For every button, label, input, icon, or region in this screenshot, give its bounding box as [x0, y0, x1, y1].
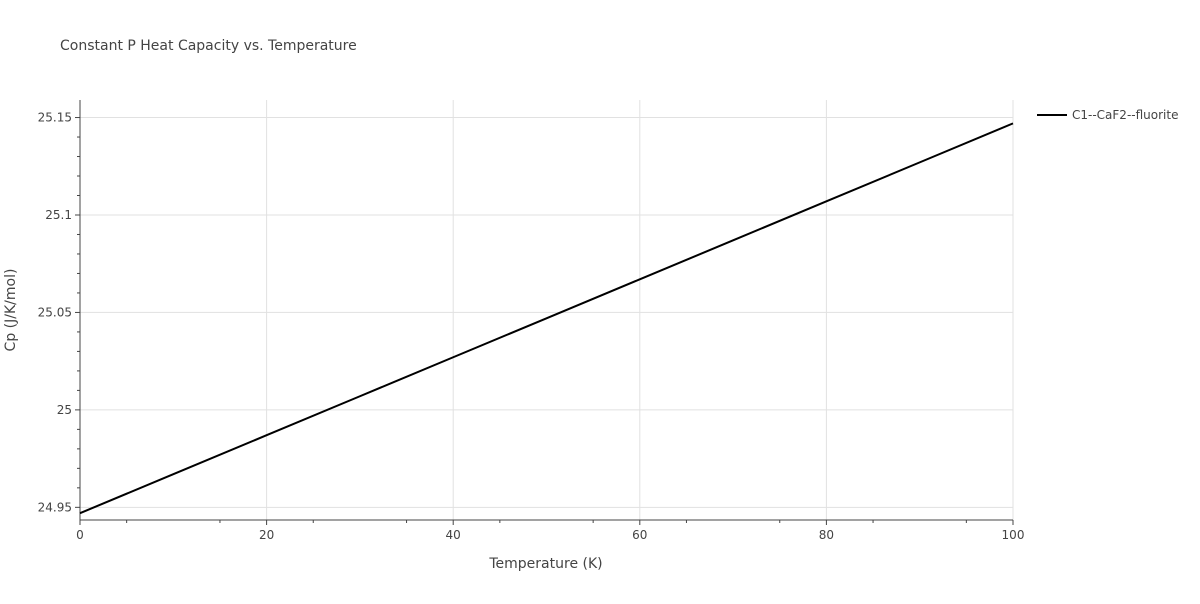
x-tick-label: 60: [632, 528, 647, 542]
y-tick-label: 24.95: [38, 500, 72, 514]
x-tick-label: 100: [1002, 528, 1025, 542]
y-tick-label: 25.15: [38, 111, 72, 125]
x-tick-label: 0: [76, 528, 84, 542]
x-tick-label: 40: [446, 528, 461, 542]
legend[interactable]: C1--CaF2--fluorite: [1037, 108, 1178, 122]
y-tick-label: 25: [57, 403, 72, 417]
series-line: [79, 122, 1014, 515]
axes: 0 20 40 60 80 100 24.95 25 25.05 25.1 25.15: [38, 100, 1025, 542]
y-tick-label: 25.1: [45, 208, 72, 222]
grid: [80, 100, 1014, 520]
x-axis-label: Temperature (K): [488, 556, 602, 572]
x-tick-label: 80: [819, 528, 834, 542]
chart-title: Constant P Heat Capacity vs. Temperature: [60, 38, 357, 54]
legend-entry-label: C1--CaF2--fluorite: [1072, 108, 1178, 122]
series-layer: [79, 122, 1014, 515]
y-axis-label: Cp (J/K/mol): [3, 269, 19, 352]
y-tick-label: 25.05: [38, 305, 72, 319]
x-tick-label: 20: [259, 528, 274, 542]
